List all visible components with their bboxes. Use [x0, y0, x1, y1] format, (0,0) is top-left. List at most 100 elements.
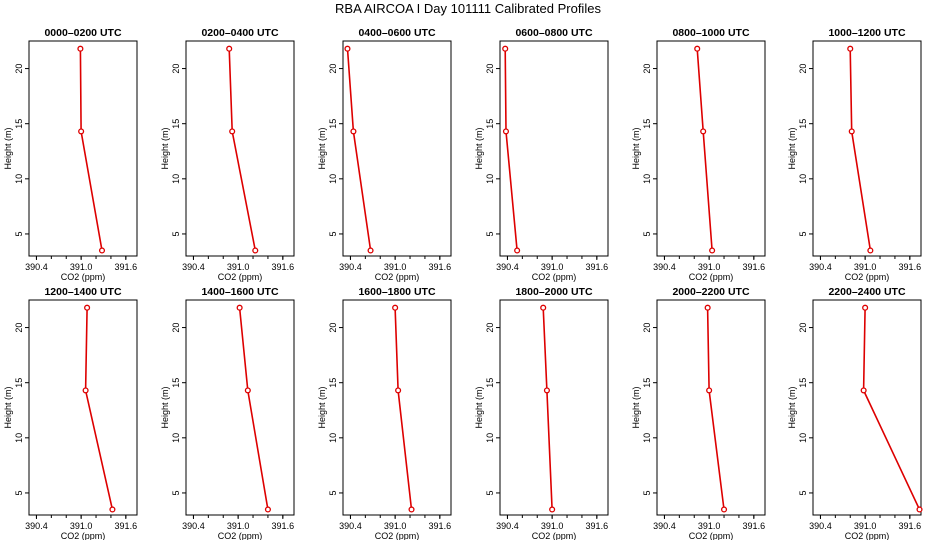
y-tick-label: 20: [485, 323, 495, 333]
x-tick-label: 391.6: [115, 521, 138, 531]
profile-line: [84, 307, 114, 510]
y-tick-label: 15: [642, 119, 652, 129]
profile-line: [346, 48, 372, 251]
x-tick-label: 391.0: [70, 521, 93, 531]
data-point: [408, 506, 415, 513]
y-tick-label: 15: [328, 378, 338, 388]
data-point: [350, 128, 357, 135]
profile-panel: 0600–0800 UTC 390.4 391.0 391.6 5 10 15 20 CO2 (…: [474, 27, 609, 282]
profile-line: [542, 307, 553, 510]
x-tick-label: 391.0: [854, 521, 877, 531]
profile-panel: 0800–1000 UTC 390.4 391.0 391.6 5 10 15 20 CO2 (…: [631, 27, 766, 282]
plot-frame: [656, 299, 766, 516]
x-axis-label: CO2 (ppm): [218, 272, 263, 282]
panel-title: 0000–0200 UTC: [44, 27, 121, 39]
y-tick-label: 10: [642, 433, 652, 443]
x-tick-label: 390.4: [25, 521, 48, 531]
panel-title: 1600–1800 UTC: [358, 286, 435, 298]
x-axis-label: CO2 (ppm): [689, 531, 734, 540]
x-tick-label: 391.6: [586, 262, 609, 272]
data-point: [540, 304, 547, 311]
data-point: [867, 247, 874, 254]
x-tick-label: 390.4: [496, 262, 519, 272]
data-point: [514, 247, 521, 254]
x-tick-label: 391.0: [541, 262, 564, 272]
data-point: [78, 128, 85, 135]
plot-frame: [499, 40, 609, 257]
data-point: [344, 45, 351, 52]
y-tick-label: 15: [485, 119, 495, 129]
y-tick-label: 5: [485, 231, 495, 236]
x-axis-label: CO2 (ppm): [61, 272, 106, 282]
y-tick-label: 20: [14, 323, 24, 333]
plot-frame: [28, 299, 138, 516]
x-tick-label: 391.6: [429, 521, 452, 531]
y-tick-label: 10: [798, 433, 808, 443]
x-tick-label: 390.4: [339, 521, 362, 531]
figure-title: RBA AIRCOA I Day 101111 Calibrated Profi…: [335, 1, 601, 16]
plot-frame: [812, 299, 922, 516]
profile-panel: 2000–2200 UTC 390.4 391.0 391.6 5 10 15 20 CO2 (…: [631, 286, 766, 540]
data-point: [392, 304, 399, 311]
data-point: [229, 128, 236, 135]
profile-line: [394, 307, 413, 510]
y-tick-label: 10: [328, 174, 338, 184]
data-point: [367, 247, 374, 254]
data-point: [704, 304, 711, 311]
x-tick-label: 391.6: [586, 521, 609, 531]
x-tick-label: 390.4: [182, 262, 205, 272]
y-tick-label: 5: [642, 231, 652, 236]
y-axis-label: Height (m): [160, 127, 170, 169]
profile-line: [849, 48, 872, 251]
panel-title: 1000–1200 UTC: [828, 27, 905, 39]
y-tick-label: 15: [642, 378, 652, 388]
x-tick-label: 391.6: [743, 521, 766, 531]
y-tick-label: 5: [328, 231, 338, 236]
data-point: [543, 387, 550, 394]
x-axis-label: CO2 (ppm): [689, 272, 734, 282]
data-point: [244, 387, 251, 394]
panel-title: 0600–0800 UTC: [515, 27, 592, 39]
y-tick-label: 20: [485, 64, 495, 74]
x-tick-label: 391.0: [384, 262, 407, 272]
y-tick-label: 20: [328, 323, 338, 333]
profile-panel: 2200–2400 UTC 390.4 391.0 391.6 5 10 15 20 CO2 (…: [787, 286, 923, 540]
data-point: [502, 128, 510, 135]
y-tick-label: 5: [642, 490, 652, 495]
y-tick-label: 5: [798, 231, 808, 236]
y-tick-label: 20: [14, 64, 24, 74]
profile-line: [79, 48, 103, 251]
y-tick-label: 5: [328, 490, 338, 495]
x-tick-label: 391.0: [698, 521, 721, 531]
y-axis-label: Height (m): [474, 127, 484, 169]
x-tick-label: 391.0: [227, 521, 250, 531]
x-tick-label: 391.6: [429, 262, 452, 272]
x-tick-label: 391.6: [743, 262, 766, 272]
profile-panel: 1200–1400 UTC 390.4 391.0 391.6 5 10 15 20 CO2 (…: [3, 286, 138, 540]
panel-title: 0200–0400 UTC: [201, 27, 278, 39]
x-axis-label: CO2 (ppm): [218, 531, 263, 540]
x-tick-label: 390.4: [653, 262, 676, 272]
x-tick-label: 390.4: [653, 521, 676, 531]
profile-line: [862, 307, 921, 510]
y-tick-label: 5: [14, 490, 24, 495]
y-axis-label: Height (m): [317, 127, 327, 169]
data-point: [709, 247, 716, 254]
y-axis-label: Height (m): [631, 127, 641, 169]
plot-frame: [28, 40, 138, 257]
profile-line: [504, 48, 518, 251]
y-tick-label: 5: [171, 231, 181, 236]
data-point: [916, 506, 923, 513]
x-tick-label: 391.6: [899, 521, 922, 531]
y-tick-label: 15: [171, 378, 181, 388]
y-axis-label: Height (m): [160, 386, 170, 428]
data-point: [82, 387, 89, 394]
x-tick-label: 390.4: [496, 521, 519, 531]
y-tick-label: 20: [798, 323, 808, 333]
y-axis-label: Height (m): [631, 386, 641, 428]
profile-panel: 0400–0600 UTC 390.4 391.0 391.6 5 10 15 20 CO2 (…: [317, 27, 452, 282]
profile-line: [238, 307, 269, 510]
x-tick-label: 390.4: [25, 262, 48, 272]
y-tick-label: 5: [485, 490, 495, 495]
panel-title: 2200–2400 UTC: [828, 286, 905, 298]
